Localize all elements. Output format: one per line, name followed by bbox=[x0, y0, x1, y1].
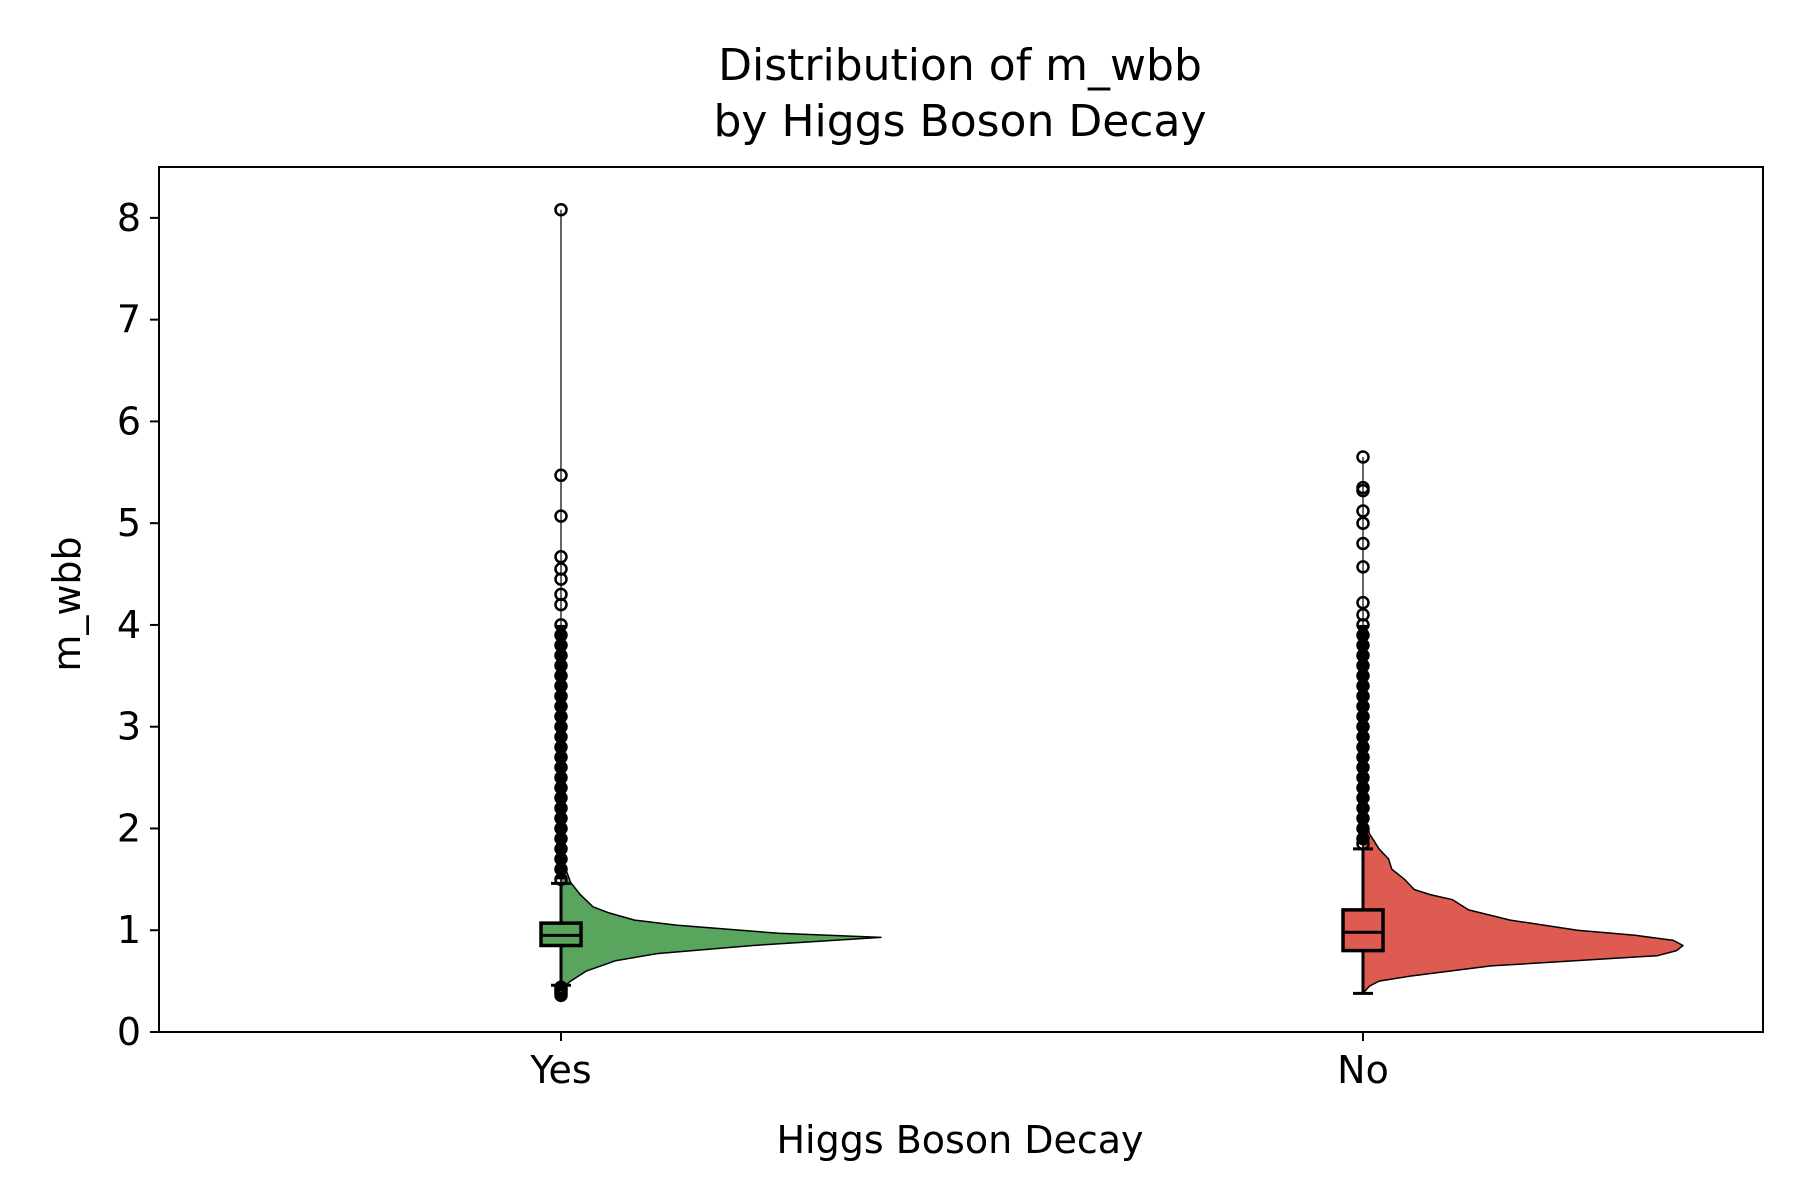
outlier-point-no bbox=[1356, 560, 1370, 574]
outlier-point-yes bbox=[554, 202, 568, 217]
outlier-point-no bbox=[1356, 536, 1370, 551]
outlier-point-yes bbox=[554, 550, 568, 564]
violin-yes bbox=[560, 848, 882, 991]
y-tick-label: 2 bbox=[117, 806, 141, 850]
x-tick-label: Yes bbox=[529, 1048, 591, 1092]
outlier-point-no bbox=[1356, 836, 1370, 851]
outlier-point-yes bbox=[554, 980, 568, 994]
outlier-point-yes bbox=[554, 509, 568, 523]
outlier-band-no bbox=[1358, 624, 1368, 844]
outlier-point-no bbox=[1356, 480, 1370, 495]
chart-title-line2: by Higgs Boson Decay bbox=[713, 96, 1206, 147]
violin-no bbox=[1362, 807, 1684, 995]
y-tick-label: 8 bbox=[117, 196, 141, 240]
y-tick-label: 6 bbox=[117, 399, 141, 443]
x-axis-label: Higgs Boson Decay bbox=[776, 1118, 1143, 1162]
outlier-point-no bbox=[1356, 504, 1370, 518]
y-tick-label: 5 bbox=[117, 501, 141, 545]
plot-area bbox=[539, 202, 1684, 1003]
outlier-point-no bbox=[1356, 595, 1370, 610]
chart-title-line1: Distribution of m_wbb bbox=[718, 40, 1202, 91]
outlier-point-yes bbox=[554, 587, 568, 602]
y-axis-label: m_wbb bbox=[45, 536, 89, 671]
x-tick-label: No bbox=[1337, 1048, 1389, 1092]
outlier-point-no bbox=[1356, 450, 1370, 464]
box-no bbox=[1341, 908, 1385, 953]
y-tick-label: 1 bbox=[117, 908, 141, 952]
outlier-point-yes bbox=[554, 468, 568, 483]
axes-frame bbox=[158, 166, 1764, 1033]
y-tick-label: 3 bbox=[117, 705, 141, 749]
outlier-point-yes bbox=[554, 618, 568, 632]
y-tick-label: 4 bbox=[117, 603, 141, 647]
y-tick-label: 0 bbox=[117, 1010, 141, 1054]
y-tick-label: 7 bbox=[117, 298, 141, 342]
axes: 0 1 2 3 4 5 6 7 8 Yes No bbox=[117, 166, 1764, 1092]
